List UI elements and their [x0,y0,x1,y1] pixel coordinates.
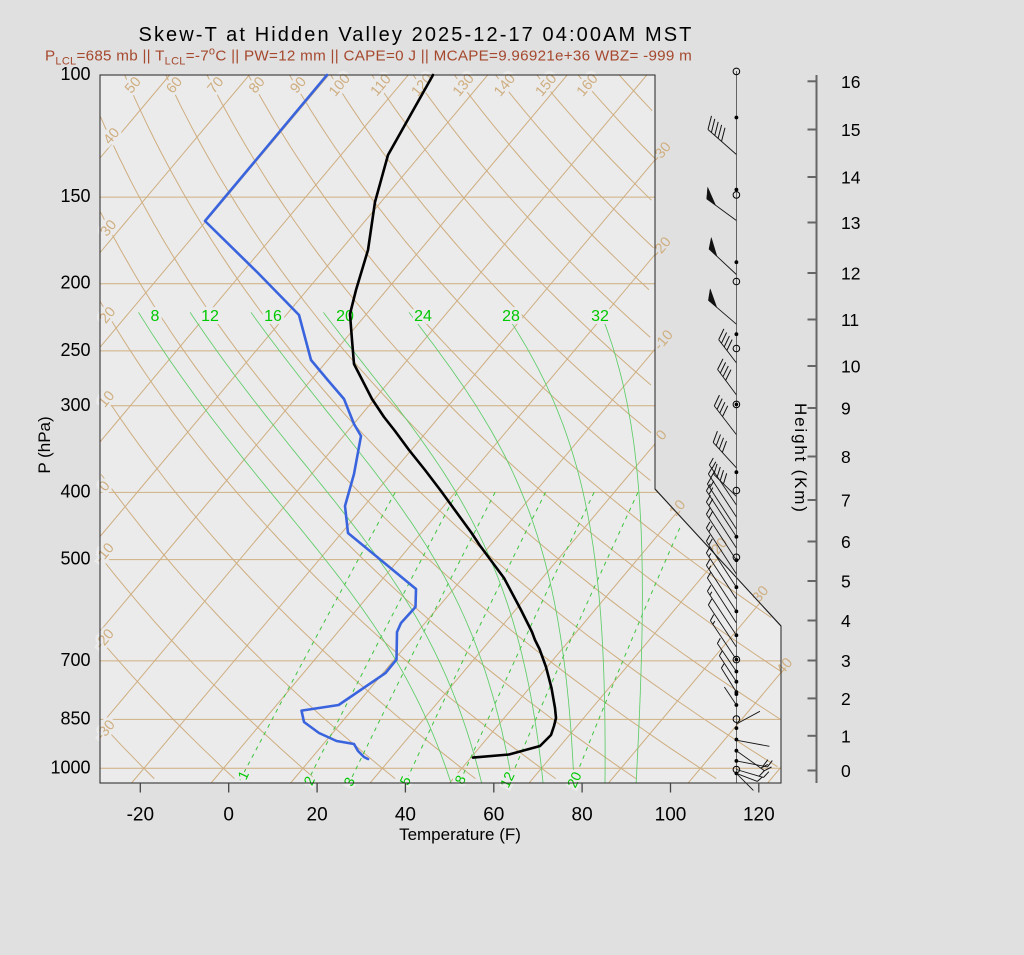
svg-text:10: 10 [667,497,690,520]
svg-text:150: 150 [60,186,90,206]
svg-text:8: 8 [151,308,160,325]
svg-text:m: m [791,490,810,504]
svg-text:8: 8 [151,308,160,325]
svg-text:16: 16 [264,308,282,325]
svg-text:30: 30 [98,217,121,240]
svg-text:8: 8 [841,447,851,467]
svg-text:40: 40 [774,655,797,678]
svg-text:16: 16 [264,308,282,325]
svg-text:h: h [791,445,810,454]
svg-text:(: ( [791,470,810,476]
svg-text:850: 850 [60,708,90,728]
svg-text:0: 0 [223,804,234,825]
svg-text:20: 20 [97,304,120,327]
svg-text:12: 12 [841,264,860,284]
svg-text:7: 7 [841,491,851,511]
svg-text:70: 70 [205,74,228,97]
svg-text:12: 12 [201,308,219,325]
svg-text:2: 2 [841,689,851,709]
svg-text:80: 80 [246,74,269,97]
svg-text:9: 9 [841,399,851,419]
svg-text:PLCL=685 mb || TLCL=-7oC || PW: PLCL=685 mb || TLCL=-7oC || PW=12 mm || … [45,46,692,68]
svg-text:60: 60 [483,804,504,825]
svg-text:H: H [791,403,810,415]
svg-text:50: 50 [122,74,145,97]
svg-text:0: 0 [841,761,851,781]
svg-text:4: 4 [841,611,851,631]
svg-text:500: 500 [60,549,90,569]
svg-text:20: 20 [564,769,585,790]
svg-text:30: 30 [750,583,773,606]
svg-text:12: 12 [497,769,518,790]
svg-text:): ) [791,506,810,512]
svg-text:P (hPa): P (hPa) [35,416,54,473]
svg-text:250: 250 [60,340,90,360]
svg-text:32: 32 [591,308,609,325]
svg-text:3: 3 [841,651,851,671]
svg-text:60: 60 [163,74,186,97]
svg-text:5: 5 [841,572,851,592]
svg-text:28: 28 [502,308,520,325]
svg-text:13: 13 [841,213,860,233]
svg-text:10: 10 [841,357,861,377]
svg-text:120: 120 [743,804,775,825]
svg-text:700: 700 [60,650,90,670]
svg-text:11: 11 [841,310,859,330]
svg-text:e: e [791,417,810,426]
svg-text:t: t [791,457,810,462]
svg-text:12: 12 [201,308,219,325]
svg-text:-20: -20 [127,804,154,825]
svg-text:24: 24 [414,308,432,325]
svg-text:100: 100 [60,64,90,84]
svg-text:40: 40 [395,804,416,825]
svg-text:10: 10 [96,388,119,411]
svg-text:15: 15 [841,120,860,140]
svg-text:400: 400 [60,481,90,501]
svg-text:Temperature (F): Temperature (F) [399,825,521,844]
svg-text:300: 300 [60,395,90,415]
svg-text:24: 24 [414,308,432,325]
svg-text:1000: 1000 [50,757,90,777]
svg-text:16: 16 [841,72,860,92]
svg-text:g: g [791,434,810,443]
svg-text:Skew-T at Hidden Valley 2025-1: Skew-T at Hidden Valley 2025-12-17 04:00… [139,24,694,46]
svg-text:i: i [791,428,810,432]
svg-text:20: 20 [307,804,328,825]
svg-text:40: 40 [101,125,124,148]
svg-text:6: 6 [841,532,851,552]
svg-text:90: 90 [287,74,310,97]
svg-text:32: 32 [591,308,609,325]
svg-text:14: 14 [841,168,861,188]
svg-text:200: 200 [60,273,90,293]
svg-text:100: 100 [655,804,687,825]
svg-text:28: 28 [502,308,520,325]
svg-text:80: 80 [572,804,593,825]
svg-text:K: K [791,477,810,489]
svg-text:1: 1 [841,726,851,746]
